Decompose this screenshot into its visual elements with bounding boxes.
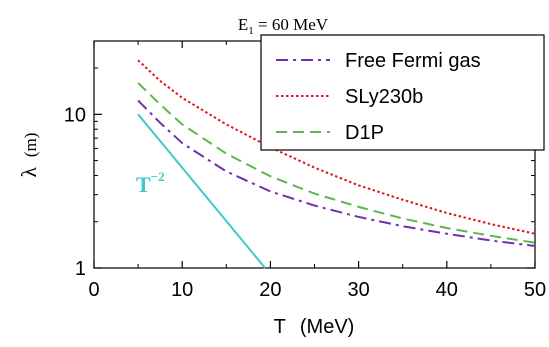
x-tick-label: 10 bbox=[171, 279, 193, 301]
reference-line-layer: T−2 bbox=[136, 113, 266, 269]
legend-label-1: SLy230b bbox=[345, 86, 423, 108]
legend: Free Fermi gas SLy230b D1P bbox=[260, 34, 545, 151]
reference-line bbox=[137, 113, 266, 269]
series-line-2 bbox=[137, 82, 536, 244]
y-axis: 1 10 bbox=[64, 40, 535, 280]
x-tick-label: 50 bbox=[524, 279, 546, 301]
reference-line-label: T−2 bbox=[136, 169, 165, 197]
x-tick-label: 30 bbox=[347, 279, 369, 301]
legend-box bbox=[260, 34, 545, 151]
chart-title: E1 = 60 MeV bbox=[238, 15, 329, 37]
y-tick-label: 1 bbox=[75, 258, 86, 280]
y-axis-label: λ(m) bbox=[17, 133, 41, 178]
x-tick-label: 0 bbox=[88, 279, 99, 301]
x-tick-label: 20 bbox=[259, 279, 281, 301]
series-line-0 bbox=[137, 99, 536, 248]
x-axis-label: T (MeV) bbox=[274, 316, 355, 338]
x-tick-label: 40 bbox=[436, 279, 458, 301]
y-tick-label: 10 bbox=[64, 104, 86, 126]
series-layer bbox=[137, 59, 536, 248]
legend-label-2: D1P bbox=[345, 122, 384, 144]
legend-label-0: Free Fermi gas bbox=[345, 50, 481, 72]
